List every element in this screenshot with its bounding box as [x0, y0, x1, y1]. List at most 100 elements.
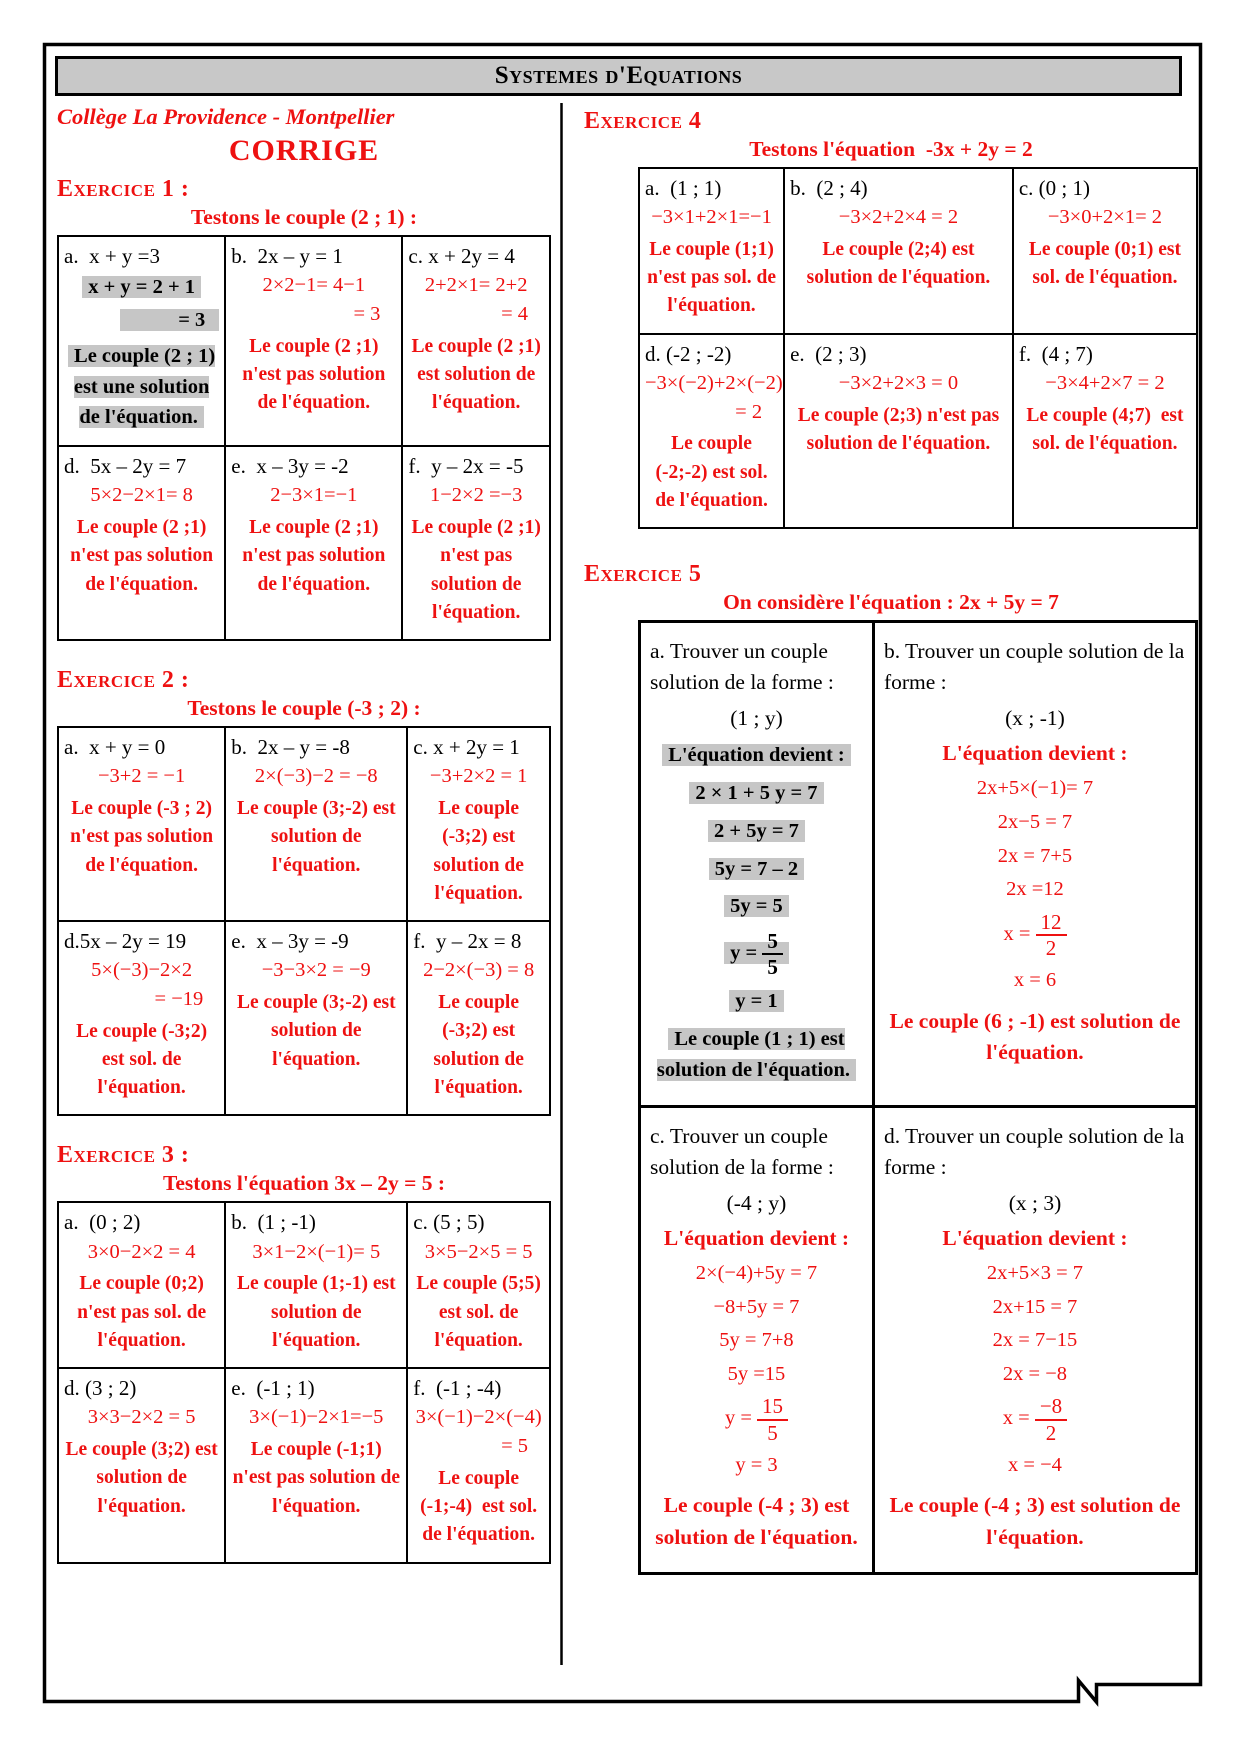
ex3-cell-f: f. (-1 ; -4) 3×(−1)−2×(−4) = 5 Le couple (-…	[406, 1367, 551, 1564]
ex4-cell-c: c. (0 ; 1) −3×0+2×1= 2 Le couple (0;1) est…	[1011, 167, 1199, 335]
text-line: 2x =12	[1006, 878, 1064, 901]
text-line: b. 2x – y = 1	[231, 244, 343, 268]
text-line: f. y – 2x = 8	[413, 929, 522, 954]
text-line: d. (-2 ; -2)	[645, 341, 732, 366]
ex5-cell-c: c. Trouver un couple solution de la form…	[638, 1104, 875, 1575]
text-line: 2−2×(−3) = 8	[423, 959, 535, 982]
text-line: 2−3×1=−1	[270, 484, 358, 507]
ex2-cell-e: e. x – 3y = -9 −3−3×2 = −9 Le couple (3;-2…	[224, 920, 409, 1117]
text-line: = −19	[154, 987, 204, 1010]
text-line: c. (0 ; 1)	[1018, 176, 1090, 200]
text-line: y = 15 5	[650, 1394, 863, 1445]
ex2-cell-c: c. x + 2y = 1 −3+2×2 = 1 Le couple (-3;2) …	[406, 726, 551, 923]
text-line: 2x = −8	[1002, 1362, 1068, 1385]
ex5-cell-d: d. Trouver un couple solution de la form…	[871, 1104, 1199, 1575]
exercise5-subtitle: On considère l'équation : 2x + 5y = 7	[723, 590, 1059, 615]
ex2-cell-d: d.5x – 2y = 19 5×(−3)−2×2 = −19 Le couple (…	[56, 920, 227, 1117]
text-line: = 5	[501, 1435, 528, 1458]
text-line: y = 3	[735, 1453, 778, 1476]
text-line: −3×4+2×7 = 2	[1045, 372, 1165, 395]
text-line: Le couple (-3;2) est solution de l'équat…	[433, 991, 524, 1098]
text-line: Le couple (2;4) est solution de l'équati…	[806, 238, 991, 289]
text-line: Le couple (5;5) est sol. de l'équation.	[416, 1273, 541, 1351]
text-line: Le couple (1;1) n'est pas sol. de l'équa…	[647, 238, 777, 317]
text-line: Le couple (-1;1) n'est pas solution de l…	[232, 1439, 400, 1517]
text-line: Le couple (2;3) n'est pas solution de l'…	[797, 404, 1000, 454]
text-line: c. x + 2y = 4	[408, 244, 515, 268]
text-line: 5y = 5	[650, 891, 863, 922]
text-line: y = 1	[650, 986, 863, 1017]
text-line: L'équation devient :	[650, 740, 863, 771]
text-line: Le couple (2 ; 1) est une solution de l'…	[64, 341, 219, 433]
text-line: −8+5y = 7	[713, 1295, 800, 1318]
text-line: e. (2 ; 3)	[790, 341, 867, 366]
ex3-cell-c: c. (5 ; 5) 3×5−2×5 = 5 Le couple (5;5) est…	[406, 1201, 551, 1370]
text-line: (1 ; y)	[730, 706, 783, 731]
text-line: x = −8 2	[884, 1394, 1186, 1445]
text-line: (x ; -1)	[1005, 706, 1065, 731]
text-line: Le couple (1;-1) est solution de l'équat…	[236, 1273, 396, 1351]
text-line: 5y = 7+8	[719, 1329, 794, 1352]
text-line: 3×0−2×2 = 4	[87, 1240, 196, 1263]
exercise3-heading: Exercice 3 :	[57, 1142, 190, 1169]
right-column: Exercice 4 Testons l'équation -3x + 2y =…	[584, 104, 1199, 1575]
ex4-cell-e: e. (2 ; 3) −3×2+2×3 = 0 Le couple (2;3) n'…	[783, 332, 1014, 530]
ex1-cell-a: a. x + y =3 x + y = 2 + 1 = 3 Le couple (2 …	[56, 234, 227, 448]
text-line: 3×3−2×2 = 5	[87, 1406, 196, 1429]
exercise3-row-1: a. (0 ; 2) 3×0−2×2 = 4 Le couple (0;2) n'e…	[56, 1201, 551, 1370]
text-line: 2x = 7+5	[997, 844, 1073, 867]
text-line: Le couple (4;7) est sol. de l'équation.	[1026, 404, 1184, 454]
text-line: 5×(−3)−2×2	[91, 959, 193, 982]
ex5-cell-b: b. Trouver un couple solution de la form…	[871, 620, 1199, 1108]
text-line: −3×2+2×4 = 2	[838, 206, 959, 229]
ex2-cell-a: a. x + y = 0 −3+2 = −1 Le couple (-3 ; 2) …	[56, 726, 227, 923]
text-line: 5y = 7 – 2	[650, 854, 863, 885]
text-line: = 3	[353, 302, 381, 325]
text-line: b. Trouver un couple solution de la form…	[883, 639, 1185, 695]
ex1-cell-f: f. y – 2x = -5 1−2×2 =−3 Le couple (2 ;1) …	[401, 445, 551, 642]
text-line: 2×2−1= 4−1	[262, 274, 366, 297]
text-line: Le couple (-1;-4) est sol. de l'équation…	[420, 1467, 538, 1546]
exercise1-subtitle: Testons le couple (2 ; 1) :	[190, 205, 418, 229]
exercise5-table: a. Trouver un couple solution de la form…	[638, 620, 1199, 1575]
text-line: 2×(−4)+5y = 7	[695, 1261, 818, 1284]
text-line: x = −4	[1008, 1453, 1062, 1476]
text-line: f. (4 ; 7)	[1018, 341, 1093, 366]
exercise3-row-2: d. (3 ; 2) 3×3−2×2 = 5 Le couple (3;2) est…	[56, 1367, 551, 1564]
ex4-cell-a: a. (1 ; 1) −3×1+2×1=−1 Le couple (1;1) n'e…	[637, 167, 786, 335]
exercise1-table: a. x + y =3 x + y = 2 + 1 = 3 Le couple (2 …	[56, 234, 551, 642]
exercise1-row-1: a. x + y =3 x + y = 2 + 1 = 3 Le couple (2 …	[56, 234, 551, 448]
text-line: Le couple (2 ;1) n'est pas solution de l…	[242, 516, 386, 595]
exercise2-subtitle: Testons le couple (-3 ; 2) :	[187, 696, 421, 721]
ex3-cell-b: b. (1 ; -1) 3×1−2×(−1)= 5 Le couple (1;-1)…	[224, 1201, 409, 1370]
exercise2-row-2: d.5x – 2y = 19 5×(−3)−2×2 = −19 Le couple (…	[56, 920, 551, 1117]
exercise4-row-1: a. (1 ; 1) −3×1+2×1=−1 Le couple (1;1) n'e…	[637, 167, 1199, 335]
text-line: = 3	[64, 305, 220, 336]
text-line: −3×0+2×1= 2	[1047, 206, 1163, 229]
text-line: L'équation devient :	[663, 1225, 850, 1250]
text-line: Le couple (2 ;1) est solution de l'équat…	[411, 335, 541, 414]
exercise5-heading: Exercice 5	[584, 561, 702, 588]
text-line: 2x−5 = 7	[997, 810, 1073, 833]
ex2-cell-f: f. y – 2x = 8 2−2×(−3) = 8 Le couple (-3;2…	[406, 920, 551, 1117]
ex1-cell-b: b. 2x – y = 1 2×2−1= 4−1 = 3 Le couple (2 ;…	[224, 234, 404, 448]
text-line: x = 12 2	[884, 910, 1186, 960]
exercise2-heading: Exercice 2 :	[57, 667, 190, 694]
text-line: 2x = 7−15	[992, 1329, 1078, 1352]
text-line: b. (2 ; 4)	[790, 176, 868, 200]
text-line: 2x+5×(−1)= 7	[976, 777, 1094, 800]
text-line: d. 5x – 2y = 7	[64, 454, 187, 479]
exercise3-table: a. (0 ; 2) 3×0−2×2 = 4 Le couple (0;2) n'e…	[56, 1201, 551, 1564]
text-line: 2x+5×3 = 7	[986, 1261, 1084, 1284]
text-line: Le couple (0;1) est sol. de l'équation.	[1028, 238, 1182, 289]
text-line: a. (1 ; 1)	[645, 176, 722, 200]
text-line: L'équation devient :	[942, 1225, 1128, 1250]
text-line: −3×1+2×1=−1	[651, 206, 772, 229]
left-column: Collège La Providence - Montpellier CORR…	[56, 103, 551, 1564]
text-line: 3×(−1)−2×(−4)	[415, 1406, 542, 1429]
text-line: d. (3 ; 2)	[64, 1376, 137, 1401]
text-line: b. 2x – y = -8	[231, 735, 350, 760]
text-line: = 4	[501, 302, 528, 325]
text-line: x + y = 2 + 1	[64, 272, 219, 303]
text-line: 1−2×2 =−3	[430, 484, 523, 507]
